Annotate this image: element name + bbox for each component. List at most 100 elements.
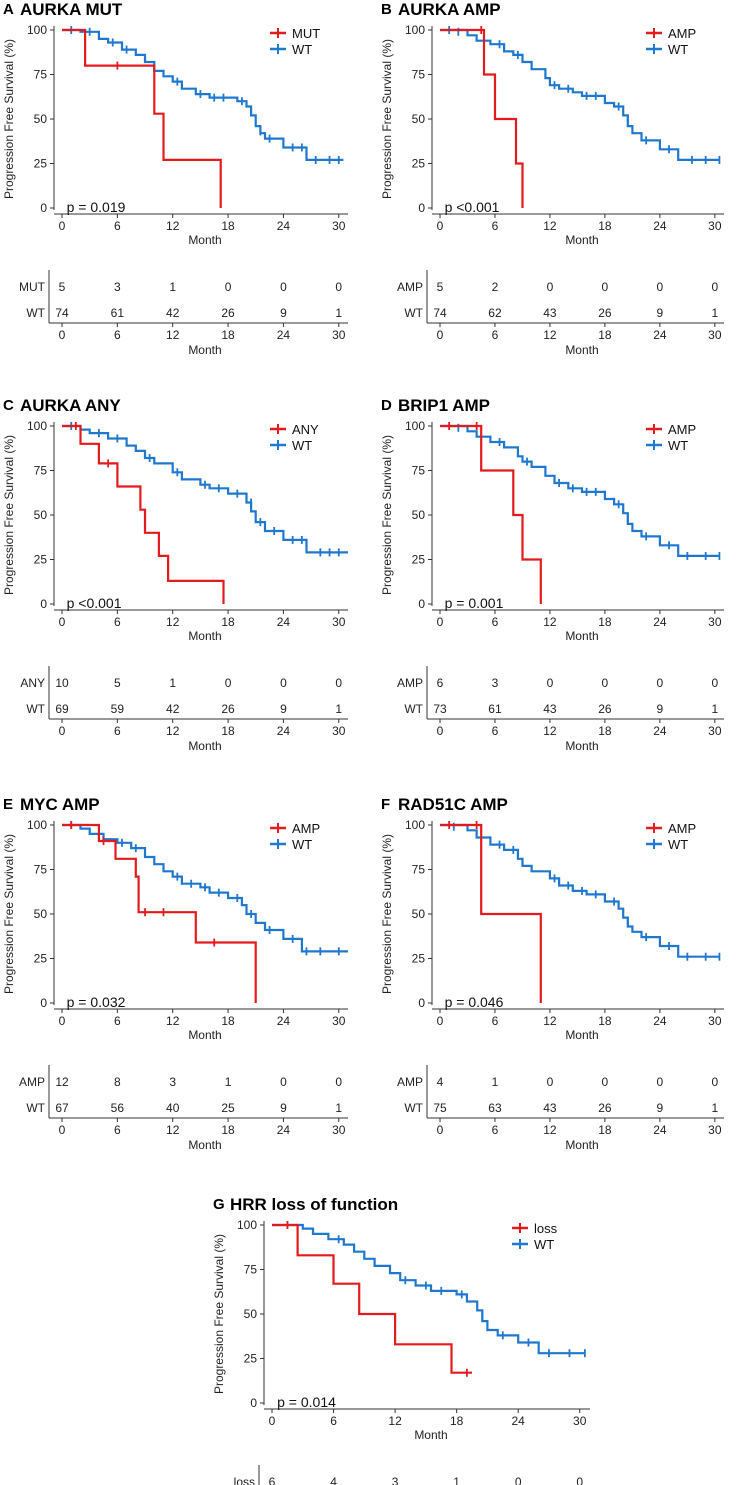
y-tick-label: 0 [40, 201, 47, 215]
x-tick-label: 18 [221, 219, 235, 233]
x-axis-label: Month [565, 629, 598, 643]
panel-a: A AURKA MUT Progression Free Survival (%) 0… [2, 0, 348, 357]
x-tick-label: 0 [437, 1014, 444, 1028]
risk-group-label: MUT [19, 280, 46, 294]
x-tick-label: 6 [492, 615, 499, 629]
x-tick-label: 30 [332, 219, 346, 233]
x-tick-label: 0 [59, 219, 66, 233]
km-curve-wt [272, 1223, 585, 1355]
p-value: p = 0.014 [277, 1394, 336, 1410]
risk-count: 74 [55, 306, 69, 320]
x-tick-label: 0 [59, 1014, 66, 1028]
risk-count: 75 [433, 1101, 447, 1115]
risk-count: 1 [335, 702, 342, 716]
risk-x-tick-label: 18 [221, 1123, 235, 1137]
risk-count: 1 [453, 1475, 460, 1485]
risk-x-tick-label: 6 [492, 1123, 499, 1137]
y-tick-label: 25 [412, 157, 426, 171]
risk-x-tick-label: 6 [492, 724, 499, 738]
risk-x-axis-label: Month [565, 739, 598, 753]
risk-count: 0 [515, 1475, 522, 1485]
legend-label: loss [534, 1221, 558, 1236]
km-curve-amp [440, 424, 542, 604]
y-tick-label: 0 [40, 597, 47, 611]
risk-count: 5 [59, 280, 66, 294]
y-tick-label: 100 [27, 818, 47, 832]
legend-label: AMP [668, 26, 696, 41]
risk-count: 9 [280, 702, 287, 716]
x-tick-label: 18 [221, 1014, 235, 1028]
risk-x-tick-label: 0 [437, 724, 444, 738]
risk-count: 1 [492, 1075, 499, 1089]
risk-count: 26 [221, 306, 235, 320]
km-curve-amp [440, 823, 542, 1003]
y-tick-label: 0 [418, 996, 425, 1010]
risk-count: 3 [392, 1475, 399, 1485]
x-tick-label: 30 [708, 219, 722, 233]
x-tick-label: 12 [166, 1014, 180, 1028]
risk-x-tick-label: 18 [598, 328, 612, 342]
risk-count: 26 [598, 306, 612, 320]
x-axis-label: Month [188, 1028, 221, 1042]
km-curve-amp [62, 823, 257, 1003]
risk-x-tick-label: 30 [332, 1123, 346, 1137]
risk-count: 5 [114, 676, 121, 690]
legend-label: AMP [668, 422, 696, 437]
risk-count: 67 [55, 1101, 69, 1115]
risk-x-tick-label: 30 [708, 328, 722, 342]
risk-x-tick-label: 18 [598, 1123, 612, 1137]
km-curve-wt [62, 424, 348, 554]
y-axis-label: Progression Free Survival (%) [380, 834, 394, 994]
x-tick-label: 18 [221, 615, 235, 629]
panel-letter: D [381, 397, 392, 414]
y-tick-label: 25 [412, 553, 426, 567]
risk-count: 0 [657, 676, 664, 690]
risk-count: 0 [711, 1075, 718, 1089]
x-tick-label: 12 [543, 1014, 557, 1028]
risk-x-tick-label: 12 [543, 724, 557, 738]
legend-label: WT [668, 42, 688, 57]
km-curve-wt [62, 823, 348, 953]
risk-count: 26 [598, 1101, 612, 1115]
risk-count: 0 [225, 280, 232, 294]
risk-x-tick-label: 24 [277, 1123, 291, 1137]
risk-count: 0 [576, 1475, 583, 1485]
risk-group-label: WT [26, 306, 45, 320]
y-axis-label: Progression Free Survival (%) [2, 39, 16, 199]
panel-title: RAD51C AMP [398, 795, 508, 814]
risk-count: 0 [335, 676, 342, 690]
x-tick-label: 0 [437, 219, 444, 233]
risk-count: 4 [330, 1475, 337, 1485]
risk-x-tick-label: 18 [221, 724, 235, 738]
risk-count: 74 [433, 306, 447, 320]
risk-count: 63 [488, 1101, 502, 1115]
y-tick-label: 100 [237, 1218, 257, 1232]
risk-count: 9 [657, 1101, 664, 1115]
risk-count: 9 [657, 306, 664, 320]
risk-count: 0 [547, 676, 554, 690]
y-tick-label: 50 [244, 1307, 258, 1321]
risk-group-label: AMP [397, 676, 423, 690]
x-tick-label: 30 [573, 1414, 587, 1428]
legend-label: MUT [292, 26, 320, 41]
risk-count: 6 [269, 1475, 276, 1485]
x-tick-label: 18 [598, 219, 612, 233]
risk-count: 0 [711, 676, 718, 690]
p-value: p <0.001 [67, 595, 122, 611]
x-tick-label: 24 [277, 219, 291, 233]
risk-count: 61 [488, 702, 502, 716]
risk-count: 1 [225, 1075, 232, 1089]
p-value: p = 0.032 [67, 994, 126, 1010]
x-tick-label: 0 [59, 615, 66, 629]
panel-title: AURKA MUT [20, 0, 123, 19]
risk-x-tick-label: 0 [59, 1123, 66, 1137]
risk-count: 56 [111, 1101, 125, 1115]
panel-letter: F [381, 796, 390, 813]
x-tick-label: 0 [437, 615, 444, 629]
y-tick-label: 25 [34, 952, 48, 966]
y-tick-label: 75 [34, 464, 48, 478]
panel-b: B AURKA AMP Progression Free Survival (%) 0… [380, 0, 724, 357]
y-tick-label: 100 [27, 419, 47, 433]
x-tick-label: 6 [114, 615, 121, 629]
risk-count: 40 [166, 1101, 180, 1115]
